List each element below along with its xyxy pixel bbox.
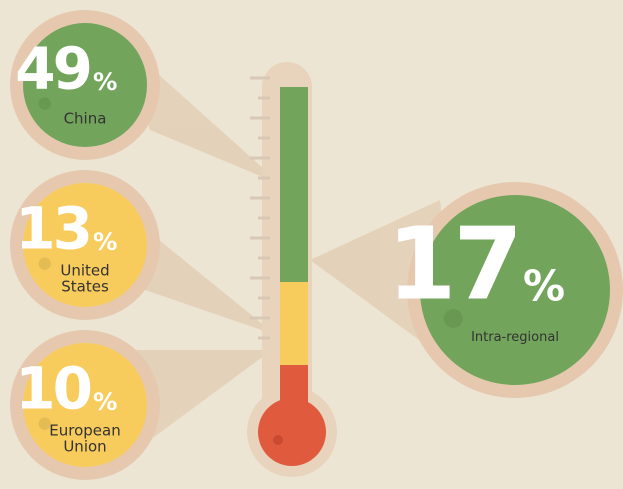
unit: % bbox=[523, 262, 565, 311]
bubble bbox=[273, 435, 283, 445]
value: 10 bbox=[15, 355, 90, 423]
segment-yellow bbox=[280, 282, 308, 365]
bulb bbox=[258, 398, 326, 466]
label: China bbox=[64, 110, 107, 128]
label: Union bbox=[63, 438, 106, 456]
segment-green bbox=[280, 87, 308, 282]
unit: % bbox=[93, 387, 117, 416]
unit: % bbox=[93, 67, 117, 96]
label: States bbox=[61, 278, 109, 296]
value: 13 bbox=[15, 195, 90, 263]
value: 17 bbox=[387, 205, 520, 322]
infographic: 49%China13%UnitedStates10%EuropeanUnion1… bbox=[0, 0, 623, 489]
label: Intra-regional bbox=[471, 330, 559, 345]
unit: % bbox=[93, 227, 117, 256]
value: 49 bbox=[15, 35, 90, 103]
